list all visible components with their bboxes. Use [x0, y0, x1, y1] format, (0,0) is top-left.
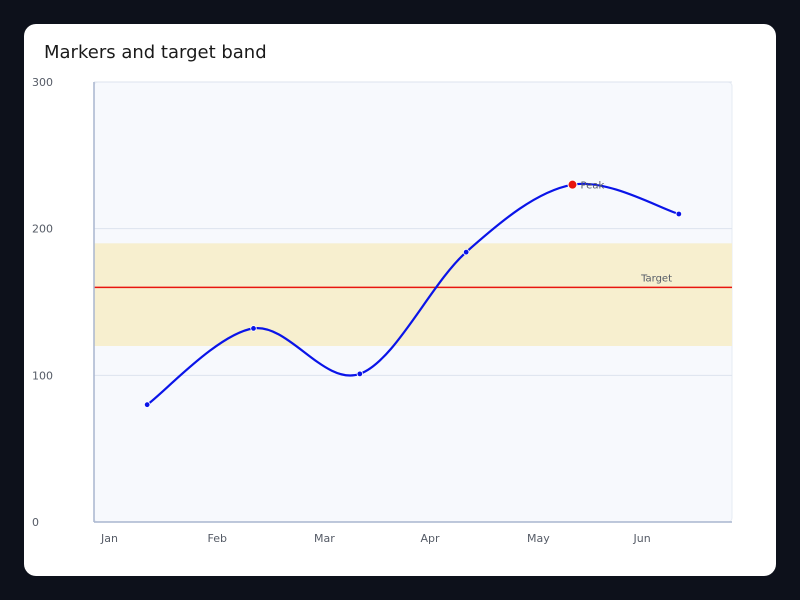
x-tick-label: Feb [208, 532, 227, 545]
y-tick-label: 100 [32, 369, 53, 382]
chart-title: Markers and target band [44, 42, 267, 63]
data-point [675, 210, 683, 218]
data-point [356, 370, 364, 378]
data-point [143, 401, 151, 408]
y-tick-label: 200 [32, 223, 53, 236]
y-tick-label: 300 [32, 76, 53, 89]
x-tick-label: May [527, 532, 550, 545]
data-point [462, 248, 470, 256]
peak-label: Peak [581, 181, 605, 192]
x-tick-label: Jun [633, 532, 651, 545]
target-line-label: Target [640, 273, 672, 284]
y-tick-label: 0 [32, 516, 39, 529]
peak-point [567, 179, 578, 190]
x-tick-label: Apr [421, 532, 441, 545]
x-tick-label: Jan [100, 532, 118, 545]
chart-card: Markers and target band Target 0 100 200 300… [24, 24, 776, 576]
data-point [250, 325, 257, 332]
line-chart: Target 0 100 200 300 Jan Feb Mar Apr May Jun Peak [32, 76, 733, 545]
target-band [94, 243, 732, 346]
x-tick-label: Mar [314, 532, 335, 545]
